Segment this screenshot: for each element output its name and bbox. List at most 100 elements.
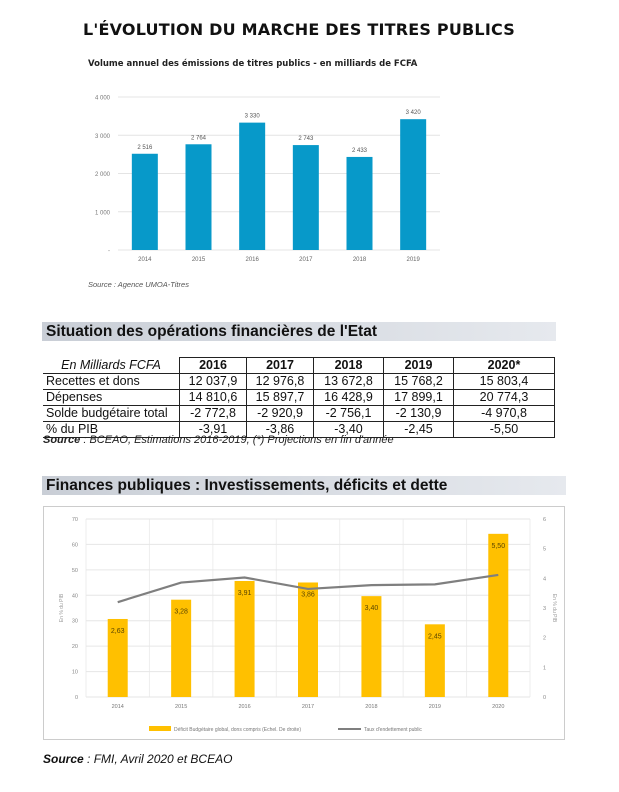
table-cell: 17 899,1 <box>383 389 454 406</box>
chart1-title: Volume annuel des émissions de titres pu… <box>88 59 418 69</box>
source-label: Source <box>43 434 81 446</box>
bar <box>424 624 445 697</box>
table-cell: 14 810,6 <box>179 389 247 406</box>
bar <box>346 156 373 250</box>
x-tick-label: 2019 <box>406 257 420 263</box>
data-label: 3 330 <box>245 114 261 120</box>
table-cell: -3,91 <box>179 421 247 438</box>
source-text: : BCEAO, Estimations 2016-2019, (*) Proj… <box>80 434 394 446</box>
x-tick-label: 2017 <box>299 257 313 263</box>
table-row: % du PIB -3,91 -3,86 -3,40 -2,45 -5,50 <box>43 421 555 438</box>
table-cell: 13 672,8 <box>313 373 384 390</box>
x-tick-label: 2019 <box>429 704 441 710</box>
x-tick-label: 2015 <box>175 704 187 710</box>
bar <box>488 533 509 697</box>
emissions-bar-chart: - 1 000 2 000 3 000 4 000 2 516 2014 2 764 2015 3… <box>95 96 440 263</box>
col-header: 2016 <box>179 357 247 374</box>
data-label: 2,63 <box>111 628 125 635</box>
left-tick-label: 20 <box>72 644 78 650</box>
table-cell: 15 803,4 <box>453 373 555 390</box>
table-cell: -2 772,8 <box>179 405 247 422</box>
y-tick-label: - <box>108 249 110 255</box>
row-label: Dépenses <box>43 389 180 406</box>
table-cell: 20 774,3 <box>453 389 555 406</box>
x-tick-label: 2018 <box>353 257 367 263</box>
left-tick-label: 70 <box>72 517 78 523</box>
left-tick-label: 50 <box>72 568 78 574</box>
table-cell: -2 130,9 <box>383 405 454 422</box>
chart1-source: Source : Agence UMOA-Titres <box>88 280 189 289</box>
bar <box>292 145 319 250</box>
legend-swatch-deficit <box>149 726 171 731</box>
table-header-row: En Milliards FCFA 2016 2017 2018 2019 20… <box>43 357 555 374</box>
x-tick-label: 2017 <box>302 704 314 710</box>
table-cell: -2 920,9 <box>246 405 314 422</box>
col-header: 2020* <box>453 357 555 374</box>
right-tick-label: 0 <box>543 695 546 701</box>
source-label: Source <box>43 752 84 766</box>
data-label: 2 433 <box>352 148 368 154</box>
data-label: 3 420 <box>406 110 422 116</box>
left-tick-label: 60 <box>72 542 78 548</box>
data-label: 3,40 <box>365 605 379 612</box>
col-header: 2017 <box>246 357 314 374</box>
data-label: 3,91 <box>238 590 252 597</box>
x-tick-label: 2020 <box>492 704 504 710</box>
y-tick-label: 4 000 <box>95 96 111 102</box>
table-cell: -2 756,1 <box>313 405 384 422</box>
data-label: 3,28 <box>174 609 188 616</box>
finances-heading: Finances publiques : Investissements, dé… <box>42 476 566 495</box>
x-tick-label: 2014 <box>138 257 152 263</box>
right-axis-label: En % du PIB <box>551 594 557 623</box>
x-tick-label: 2015 <box>192 257 206 263</box>
table-source: Source : BCEAO, Estimations 2016-2019, (… <box>43 434 394 446</box>
bar <box>400 119 427 250</box>
y-tick-label: 2 000 <box>95 172 111 178</box>
bar <box>234 581 255 697</box>
right-tick-label: 4 <box>543 576 546 582</box>
legend-label-debt: Taux d'endettement public <box>364 727 422 733</box>
left-tick-label: 10 <box>72 670 78 676</box>
right-tick-label: 3 <box>543 606 546 612</box>
finances-source: Source : FMI, Avril 2020 et BCEAO <box>43 752 232 766</box>
table-heading: Situation des opérations financières de … <box>42 322 556 341</box>
bar <box>185 144 212 250</box>
page-title: L'ÉVOLUTION DU MARCHE DES TITRES PUBLICS <box>83 20 515 39</box>
bar <box>298 582 318 697</box>
legend-label-deficit: Déficit Budgétaire global, dons compris … <box>174 727 301 733</box>
y-tick-label: 1 000 <box>95 210 111 216</box>
x-tick-label: 2014 <box>112 704 124 710</box>
table-cell: 12 037,9 <box>179 373 247 390</box>
bar <box>107 618 128 697</box>
bar <box>131 153 158 250</box>
right-tick-label: 5 <box>543 547 546 553</box>
row-label: Solde budgétaire total <box>43 405 180 422</box>
data-label: 3,86 <box>301 591 315 598</box>
right-tick-label: 1 <box>543 665 546 671</box>
row-label: % du PIB <box>43 421 180 438</box>
y-tick-label: 3 000 <box>95 134 111 140</box>
debt-line <box>117 573 499 604</box>
right-tick-label: 2 <box>543 636 546 642</box>
bar <box>171 599 192 697</box>
data-label: 2,45 <box>428 633 442 640</box>
table-cell: 15 897,7 <box>246 389 314 406</box>
finance-table: En Milliards FCFA 2016 2017 2018 2019 20… <box>43 357 555 438</box>
table-cell: 15 768,2 <box>383 373 454 390</box>
table-cell: 12 976,8 <box>246 373 314 390</box>
table-row: Dépenses 14 810,6 15 897,7 16 428,9 17 899,1… <box>43 389 555 406</box>
data-label: 2 516 <box>137 145 153 151</box>
bar <box>239 122 266 250</box>
col-header: 2019 <box>383 357 454 374</box>
data-label: 2 743 <box>298 136 314 142</box>
left-tick-label: 0 <box>75 695 78 701</box>
left-axis-label: En % du PIB <box>59 593 65 622</box>
deficit-debt-chart: 0 10 20 30 40 50 60 70 0 1 2 3 4 5 6 En % du PIB En % du… <box>59 517 557 733</box>
left-tick-label: 40 <box>72 593 78 599</box>
table-cell: -5,50 <box>453 421 555 438</box>
col-header: 2018 <box>313 357 384 374</box>
table-cell: 16 428,9 <box>313 389 384 406</box>
x-tick-label: 2016 <box>245 257 259 263</box>
right-tick-label: 6 <box>543 517 546 523</box>
table-cell: -2,45 <box>383 421 454 438</box>
